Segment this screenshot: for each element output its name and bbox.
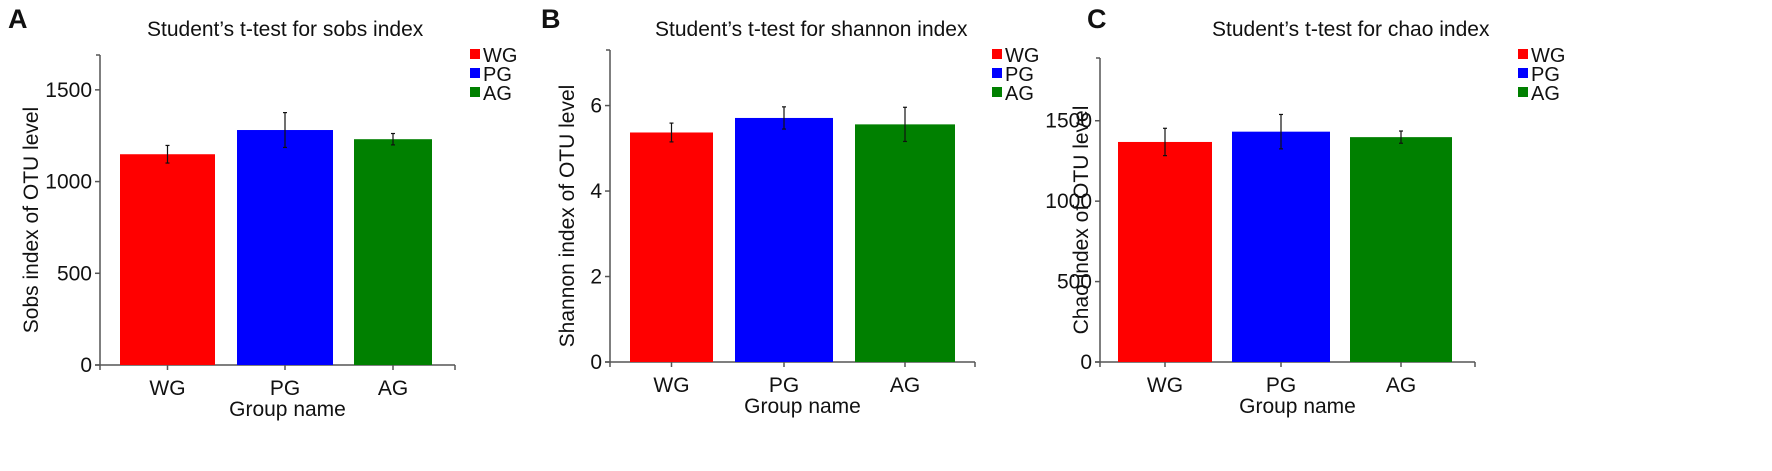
x-tick-label: AG [1386,374,1416,397]
x-axis-label: Group name [744,395,861,418]
x-tick-label: AG [890,374,920,397]
legend-label: WG [483,45,517,67]
bar-ag [1350,137,1452,362]
y-tick-label: 2 [590,266,602,289]
legend-label: PG [1531,64,1560,86]
legend-swatch-wg [992,49,1002,59]
bar-ag [354,139,432,365]
y-tick-label: 1000 [1045,190,1092,213]
legend-swatch-ag [992,87,1002,97]
y-tick-label: 0 [590,351,602,374]
x-tick-label: AG [378,377,408,400]
legend-label: WG [1005,45,1039,67]
bar-ag [855,124,955,362]
bar-pg [735,117,833,362]
x-tick-label: PG [1266,374,1296,397]
x-axis-label: Group name [1239,395,1356,418]
y-tick-label: 6 [590,95,602,118]
y-axis-label: Shannon index of OTU level [556,85,579,348]
y-tick-label: 0 [1080,351,1092,374]
x-axis-label: Group name [229,398,346,421]
y-tick-label: 1000 [45,171,92,194]
bar-wg [630,132,713,362]
y-tick-label: 0 [80,354,92,377]
panel-a: A Student’s t-test for sobs index [0,0,545,471]
legend-swatch-ag [1518,87,1528,97]
y-tick-label: 500 [1057,271,1092,294]
legend-label: AG [1005,83,1034,105]
legend-label: AG [1531,83,1560,105]
legend-swatch-ag [470,87,480,97]
bar-pg [237,130,333,365]
y-tick-label: 1500 [1045,110,1092,133]
y-tick-label: 1500 [45,79,92,102]
y-tick-label: 500 [57,262,92,285]
legend-swatch-pg [470,68,480,78]
legend-label: AG [483,83,512,105]
legend-swatch-pg [1518,68,1528,78]
y-tick-label: 4 [590,180,602,203]
panel-letter: A [8,4,28,34]
chart-title: Student’s t-test for sobs index [147,18,424,41]
x-tick-label: WG [653,374,689,397]
legend-label: WG [1531,45,1565,67]
legend-swatch-wg [470,49,480,59]
x-tick-label: WG [149,377,185,400]
legend-label: PG [1005,64,1034,86]
bar-pg [1232,131,1330,362]
bar-wg [120,154,215,365]
legend-swatch-pg [992,68,1002,78]
legend-swatch-wg [1518,49,1528,59]
x-tick-label: WG [1147,374,1183,397]
y-axis-label: Sobs index of OTU level [20,107,43,333]
y-axis-label: Chao index of OTU level [1070,106,1093,335]
x-tick-label: PG [270,377,300,400]
x-tick-label: PG [769,374,799,397]
legend-label: PG [483,64,512,86]
bar-wg [1118,141,1212,362]
